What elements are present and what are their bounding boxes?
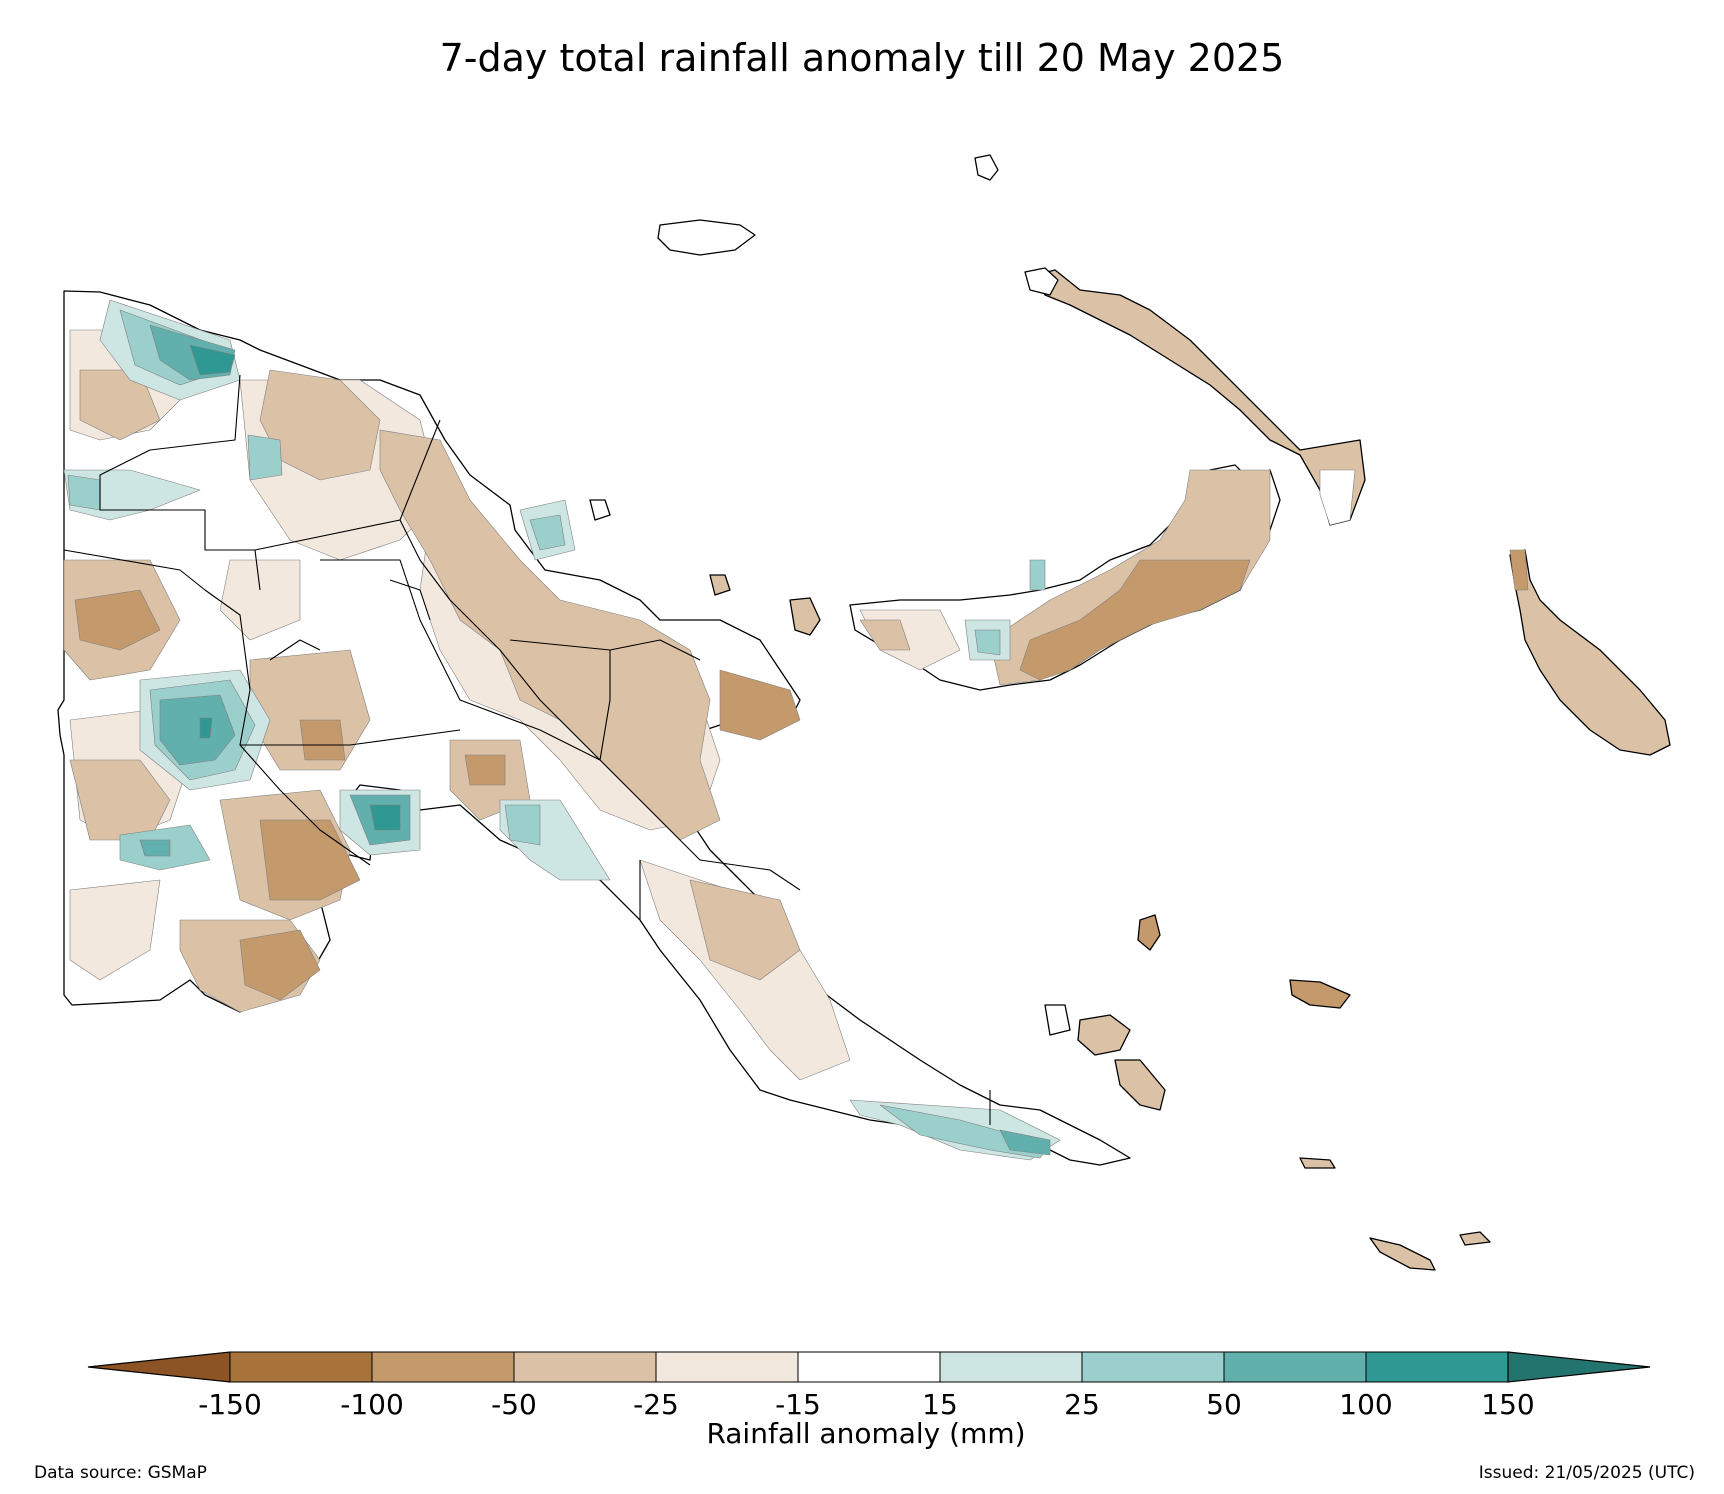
colorbar-bin [1365, 1351, 1509, 1383]
fergusson-island [1077, 1014, 1131, 1056]
colorbar-title: Rainfall anomaly (mm) [706, 1417, 1025, 1450]
colorbar-tick-label: -15 [775, 1388, 821, 1421]
colorbar-bin [1223, 1351, 1367, 1383]
colorbar-tick-label: 50 [1206, 1388, 1242, 1421]
colorbar: -150 -100 -50 -25 -15 15 25 50 100 150 [87, 1351, 1651, 1421]
colorbar-arrow-high [1507, 1351, 1651, 1383]
issued-date-note: Issued: 21/05/2025 (UTC) [1478, 1463, 1695, 1483]
new-britain-anomaly-shading [859, 469, 1271, 686]
misima-island [1299, 1157, 1336, 1169]
new-britain [849, 464, 1281, 691]
map-title: 7-day total rainfall anomaly till 20 May… [439, 36, 1285, 80]
buka-island [1509, 549, 1529, 591]
colorbar-bin [371, 1351, 515, 1383]
colorbar-tick-label: -25 [633, 1388, 679, 1421]
colorbar-tick-label: -150 [198, 1388, 262, 1421]
bougainville [1509, 549, 1671, 756]
colorbar-arrow-low [87, 1351, 231, 1383]
lavongai-island [1024, 267, 1059, 296]
sudest-island [1369, 1237, 1436, 1271]
colorbar-tick-label: 100 [1339, 1388, 1392, 1421]
umboi-island [589, 499, 611, 521]
normanby-island [1114, 1059, 1166, 1111]
colorbar-bin [797, 1351, 941, 1383]
colorbar-bin [655, 1351, 799, 1383]
karkar-island [709, 574, 731, 596]
mussau-island [974, 154, 999, 181]
colorbar-bin [229, 1351, 373, 1383]
new-ireland-white-patch [1319, 469, 1356, 526]
mainland-anomaly-shading [63, 299, 1061, 1161]
colorbar-bin [939, 1351, 1083, 1383]
rossel-island [1459, 1231, 1491, 1246]
manus-island [657, 219, 756, 256]
trobriand-island [1137, 914, 1161, 951]
map-layer [57, 154, 1671, 1271]
long-island [789, 597, 821, 636]
woodlark-island [1289, 979, 1351, 1009]
colorbar-bin [513, 1351, 657, 1383]
colorbar-tick-label: -50 [491, 1388, 537, 1421]
colorbar-tick-label: 25 [1064, 1388, 1100, 1421]
province-boundaries [63, 374, 991, 1125]
colorbar-bin [1081, 1351, 1225, 1383]
goodenough-island [1044, 1004, 1071, 1036]
colorbar-tick-label: 15 [922, 1388, 958, 1421]
data-source-note: Data source: GSMaP [34, 1463, 207, 1483]
colorbar-tick-label: -100 [340, 1388, 404, 1421]
colorbar-tick-label: 150 [1481, 1388, 1534, 1421]
